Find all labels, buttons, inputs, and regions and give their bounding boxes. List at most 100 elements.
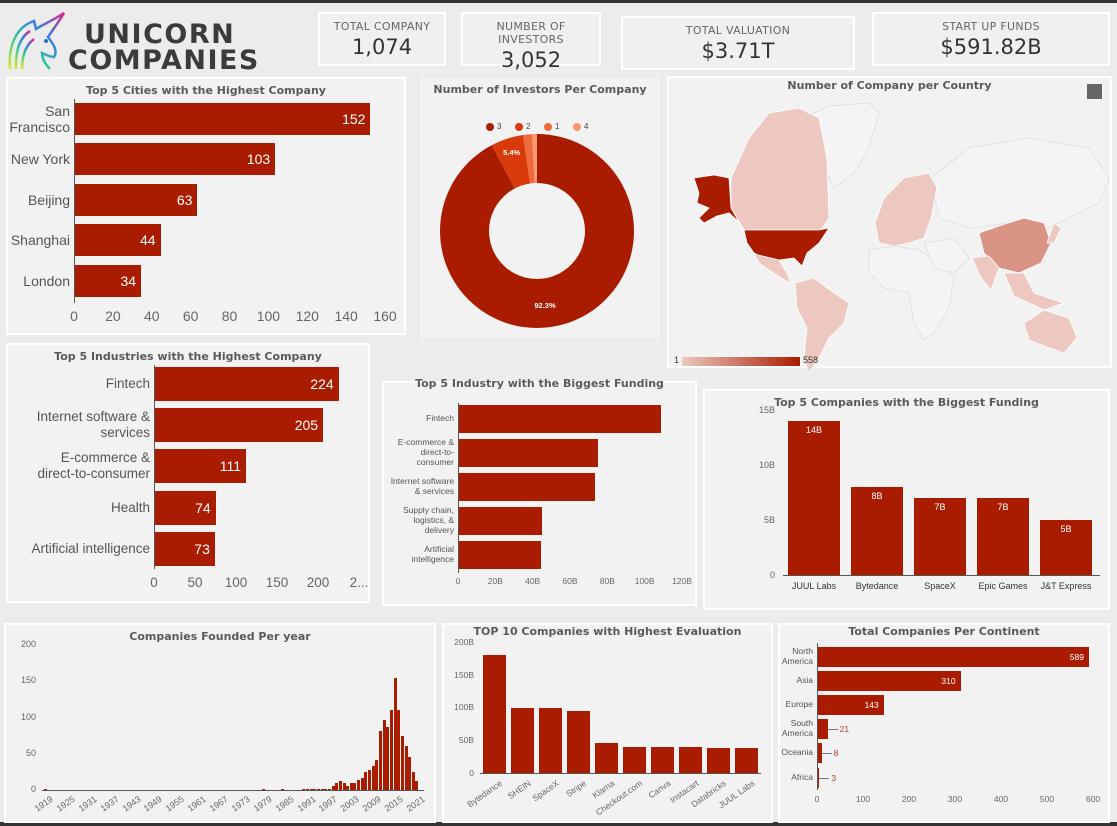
y-tick-label: 200 bbox=[20, 639, 36, 649]
value-label: 205 bbox=[294, 416, 319, 433]
bar bbox=[368, 770, 372, 790]
donut-slice[interactable] bbox=[523, 134, 535, 184]
category-label: Europe bbox=[785, 699, 813, 710]
y-tick-label: 15B bbox=[758, 404, 775, 415]
value-label: 14B bbox=[805, 425, 822, 435]
investors-donut-chart: Number of Investors Per Company 92.3% 5.4%… bbox=[420, 78, 660, 338]
value-label: 111 bbox=[219, 457, 242, 474]
x-tick-label: 160 bbox=[373, 308, 397, 324]
map-russia[interactable] bbox=[930, 137, 1110, 229]
x-tick-label: 0 bbox=[70, 308, 78, 324]
x-tick-label: 140 bbox=[334, 308, 358, 324]
x-tick-label: 1931 bbox=[76, 794, 99, 814]
kpi-label: TOTAL COMPANY bbox=[333, 20, 431, 33]
map-japan[interactable] bbox=[1046, 222, 1062, 244]
bar bbox=[623, 746, 646, 773]
category-label: London bbox=[23, 272, 70, 289]
bar bbox=[382, 720, 386, 790]
map-australia[interactable] bbox=[1023, 309, 1078, 354]
bar bbox=[788, 421, 840, 575]
x-tick-label: 1985 bbox=[273, 794, 296, 814]
bar bbox=[707, 748, 730, 773]
bar bbox=[539, 707, 562, 773]
bar bbox=[818, 671, 961, 691]
bar bbox=[977, 498, 1029, 575]
bar bbox=[342, 783, 346, 790]
bar bbox=[651, 746, 674, 773]
value-label: 74 bbox=[195, 499, 211, 516]
value-label: 143 bbox=[864, 699, 879, 710]
chart-title: TOP 10 Companies with Highest Evaluation bbox=[473, 625, 742, 638]
bar bbox=[459, 507, 543, 535]
map-middle-east[interactable] bbox=[923, 237, 970, 274]
map-usa[interactable] bbox=[743, 227, 830, 267]
category-label: E-commerce & direct-to-consumer bbox=[37, 450, 150, 481]
x-tick-label: 1943 bbox=[120, 794, 143, 814]
category-label: North America bbox=[781, 646, 813, 666]
bar bbox=[155, 449, 247, 483]
bar bbox=[404, 745, 408, 790]
bar bbox=[155, 367, 339, 401]
top10-evaluation-chart: TOP 10 Companies with Highest Evaluation… bbox=[442, 623, 773, 823]
map-mexico[interactable] bbox=[753, 253, 792, 284]
map-africa[interactable] bbox=[868, 245, 955, 341]
bar bbox=[1040, 520, 1092, 575]
x-tick-label: 60B bbox=[562, 576, 578, 586]
bar bbox=[338, 781, 342, 790]
value-label: 3 bbox=[831, 772, 837, 783]
bar bbox=[309, 789, 313, 790]
legend-label: 2 bbox=[526, 122, 531, 131]
bar bbox=[302, 789, 306, 790]
kpi-value: $591.82B bbox=[940, 35, 1042, 59]
map-alaska[interactable] bbox=[693, 174, 740, 224]
world-map[interactable] bbox=[669, 78, 1114, 370]
donut-slice[interactable] bbox=[491, 135, 531, 189]
x-tick-label: 100B bbox=[634, 576, 655, 586]
map-legend-min: 1 bbox=[674, 355, 680, 365]
bar bbox=[155, 491, 216, 525]
map-india[interactable] bbox=[971, 255, 1000, 291]
x-tick-label: 1979 bbox=[251, 794, 274, 814]
value-label: 310 bbox=[941, 675, 956, 686]
y-tick-label: 200B bbox=[454, 636, 474, 647]
value-label: 5B bbox=[1060, 524, 1072, 534]
x-axis-line bbox=[42, 790, 424, 791]
value-label: 73 bbox=[194, 540, 210, 557]
x-tick-label: 60 bbox=[182, 308, 199, 324]
value-label: 44 bbox=[139, 231, 156, 248]
bar bbox=[360, 778, 364, 790]
donut-slice[interactable] bbox=[532, 134, 537, 184]
bar bbox=[459, 541, 542, 569]
x-tick-label: 100 bbox=[224, 575, 248, 590]
slice-label: 92.3% bbox=[534, 301, 556, 310]
y-tick-label: 0 bbox=[469, 767, 474, 778]
chart-title: Companies Founded Per year bbox=[129, 630, 311, 643]
map-canada[interactable] bbox=[730, 107, 830, 234]
x-tick-label: 50 bbox=[187, 575, 203, 590]
x-tick-label: 2009 bbox=[360, 794, 383, 814]
app-title-line1: UNICORN bbox=[84, 19, 236, 50]
category-label: Internet software & services bbox=[36, 409, 150, 440]
category-label: San Francisco bbox=[9, 102, 70, 135]
unicorn-logo-icon bbox=[8, 11, 66, 70]
donut-slice[interactable] bbox=[440, 134, 634, 328]
leader-line bbox=[821, 753, 832, 754]
x-tick-label: 1991 bbox=[295, 794, 318, 814]
founded-per-year-chart: Companies Founded Per year 0 50 100 150 200 19… bbox=[4, 623, 436, 823]
bar bbox=[483, 655, 506, 773]
bar bbox=[371, 766, 375, 790]
bar bbox=[317, 789, 321, 790]
bar bbox=[818, 719, 828, 739]
category-label: Oceania bbox=[781, 747, 813, 758]
bar bbox=[335, 783, 339, 790]
x-tick-label: 1955 bbox=[163, 794, 187, 814]
chart-title: Number of Investors Per Company bbox=[433, 83, 647, 96]
map-menu-button[interactable] bbox=[1087, 84, 1102, 99]
map-southeast-asia[interactable] bbox=[1003, 272, 1066, 311]
bar bbox=[818, 743, 822, 763]
x-tick-label: 200 bbox=[901, 794, 917, 804]
x-tick-label: 20 bbox=[105, 308, 121, 324]
map-europe[interactable] bbox=[874, 172, 938, 247]
chart-title: Top 5 Companies with the Biggest Funding bbox=[774, 396, 1039, 409]
map-south-america[interactable] bbox=[794, 277, 850, 370]
